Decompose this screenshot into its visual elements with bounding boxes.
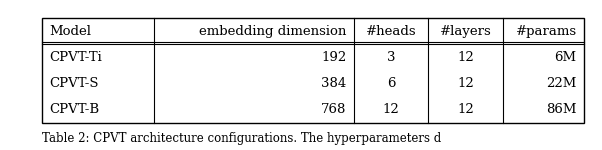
Text: 192: 192: [321, 51, 346, 64]
Text: #heads: #heads: [365, 25, 416, 38]
Text: 12: 12: [458, 103, 474, 116]
Text: #layers: #layers: [439, 25, 491, 38]
Text: 22M: 22M: [547, 77, 577, 90]
Text: 12: 12: [382, 103, 399, 116]
Text: 86M: 86M: [546, 103, 577, 116]
Text: 12: 12: [458, 77, 474, 90]
Bar: [42, 18, 584, 123]
Text: 384: 384: [321, 77, 346, 90]
Text: 12: 12: [458, 51, 474, 64]
Text: CPVT-Ti: CPVT-Ti: [49, 51, 102, 64]
Text: 768: 768: [321, 103, 346, 116]
Text: embedding dimension: embedding dimension: [199, 25, 346, 38]
Text: 6: 6: [386, 77, 395, 90]
Text: 3: 3: [386, 51, 395, 64]
Text: 6M: 6M: [554, 51, 577, 64]
Text: Model: Model: [49, 25, 92, 38]
Text: Table 2: CPVT architecture configurations. The hyperparameters d: Table 2: CPVT architecture configuration…: [42, 132, 441, 145]
Text: #params: #params: [515, 25, 577, 38]
Text: CPVT-S: CPVT-S: [49, 77, 99, 90]
Text: CPVT-B: CPVT-B: [49, 103, 99, 116]
